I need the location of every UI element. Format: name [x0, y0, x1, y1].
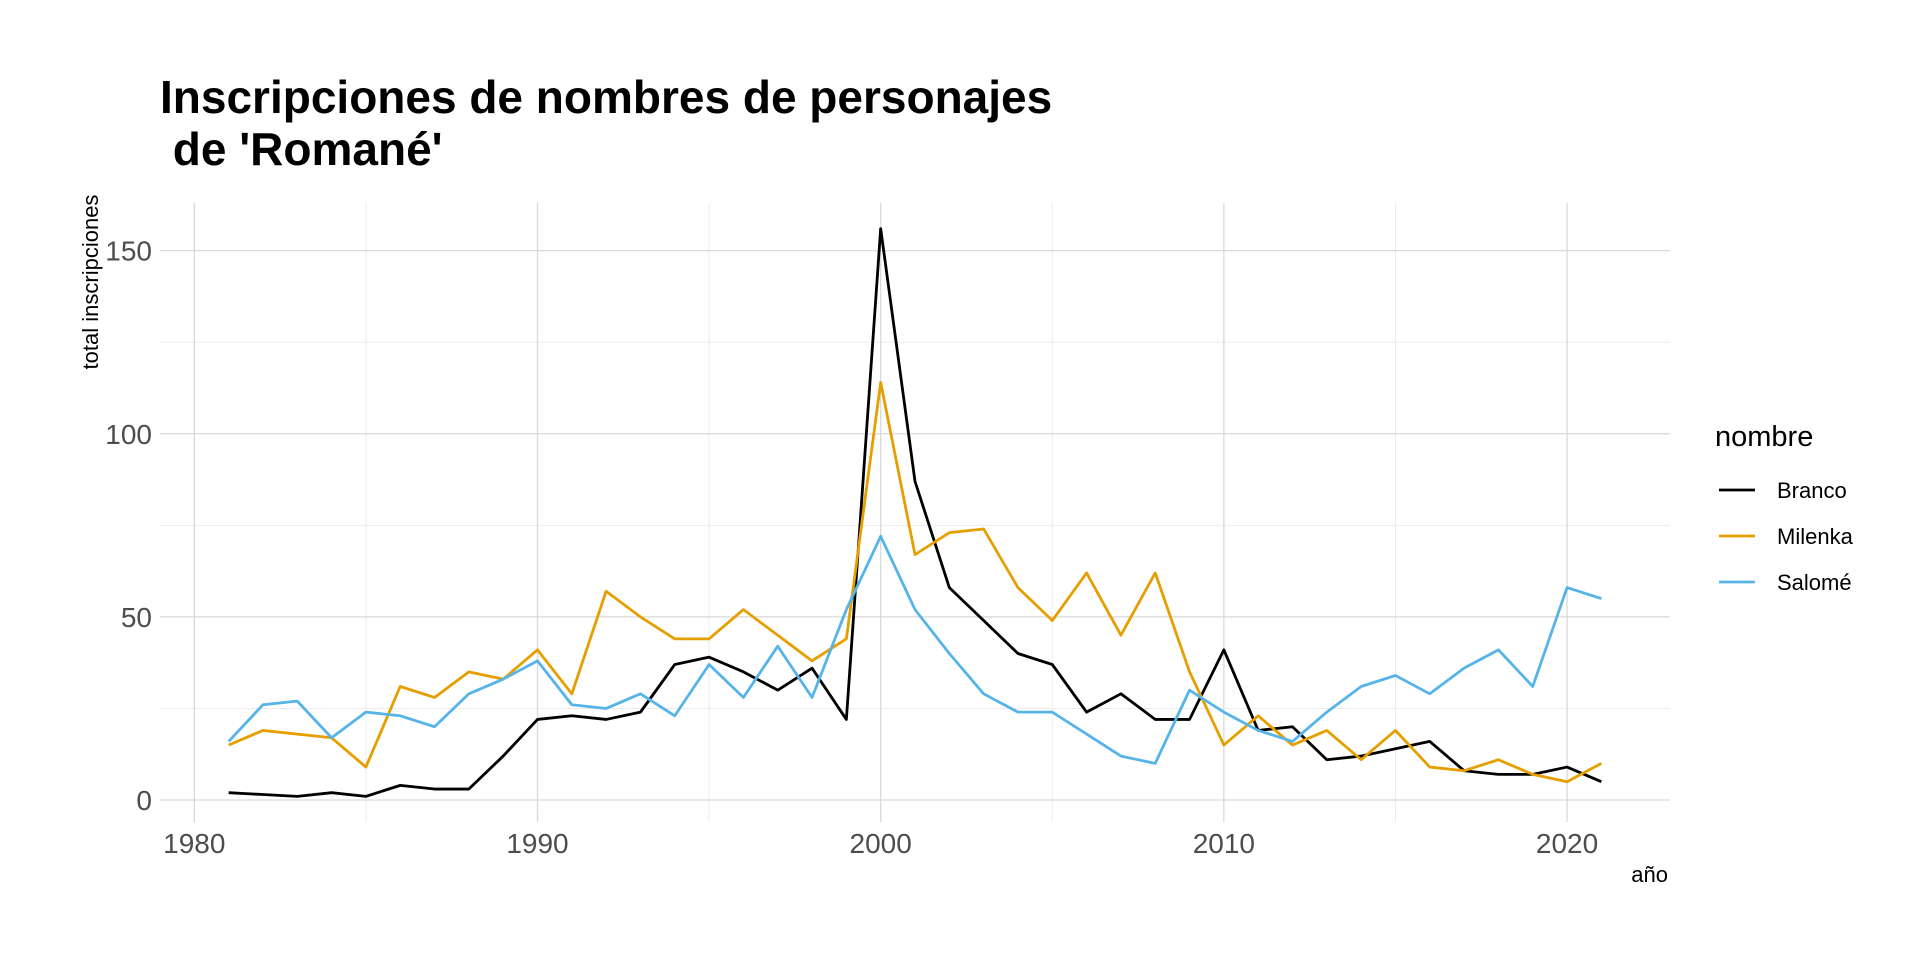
x-axis-title: año	[1631, 862, 1668, 887]
x-tick-label: 1980	[163, 828, 225, 859]
y-axis-title: total inscripciones	[78, 195, 103, 370]
chart-title-line-1: Inscripciones de nombres de personajes	[160, 71, 1052, 123]
legend-label-branco: Branco	[1777, 478, 1847, 503]
x-tick-label: 2020	[1536, 828, 1598, 859]
y-tick-label: 50	[121, 602, 152, 633]
legend-items: Branco Milenka Salomé	[1719, 478, 1854, 595]
series-line-salomé	[227, 534, 1602, 765]
y-tick-label: 0	[136, 785, 152, 816]
major-gridlines	[160, 203, 1670, 822]
x-axis-tick-labels: 1980 1990 2000 2010 2020	[163, 828, 1598, 859]
x-tick-label: 2010	[1193, 828, 1255, 859]
series-line-branco	[228, 227, 1602, 798]
legend-label-milenka: Milenka	[1777, 524, 1854, 549]
x-tick-label: 2000	[850, 828, 912, 859]
chart-title-line-2: de 'Romané'	[160, 123, 443, 175]
minor-gridlines	[160, 203, 1670, 822]
y-tick-label: 150	[105, 236, 152, 267]
y-axis-tick-labels: 0 50 100 150	[105, 236, 152, 816]
x-tick-label: 1990	[506, 828, 568, 859]
legend-title: nombre	[1715, 421, 1813, 453]
y-tick-label: 100	[105, 419, 152, 450]
legend: nombre Branco Milenka Salomé	[1715, 421, 1854, 595]
legend-label-salomé: Salomé	[1777, 570, 1852, 595]
chart-title: Inscripciones de nombres de personajes d…	[160, 71, 1052, 175]
series-line-milenka	[228, 381, 1603, 784]
series-lines	[227, 227, 1603, 798]
